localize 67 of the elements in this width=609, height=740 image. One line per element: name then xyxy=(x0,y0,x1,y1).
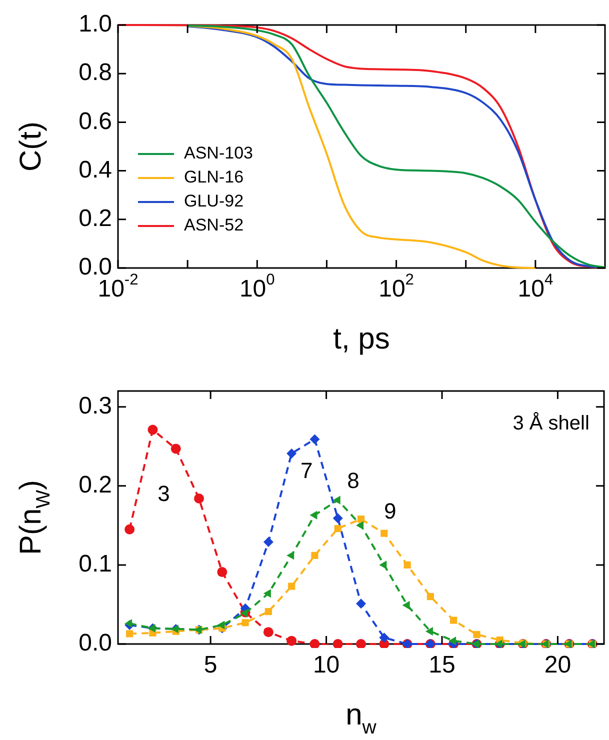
point xyxy=(288,582,296,590)
annotation: 8 xyxy=(347,468,360,494)
point xyxy=(217,567,228,578)
annotation: 3 xyxy=(158,480,170,506)
point xyxy=(310,639,320,648)
point xyxy=(450,616,458,624)
legend-label: ASN-103 xyxy=(184,144,253,163)
point xyxy=(148,424,158,435)
point xyxy=(448,636,456,646)
point xyxy=(356,521,364,530)
point xyxy=(264,608,272,616)
point xyxy=(332,639,343,648)
point xyxy=(263,537,274,548)
point xyxy=(217,620,225,630)
x-tick-label: 5 xyxy=(204,652,218,679)
y-tick-label: 0.4 xyxy=(78,156,112,184)
y-tick-label: 0.1 xyxy=(78,550,112,578)
point xyxy=(286,636,297,646)
point xyxy=(126,630,134,638)
y-tick-label: 0.6 xyxy=(78,108,112,135)
x-axis-title: t, ps xyxy=(333,322,390,356)
point xyxy=(263,589,271,598)
y-tick-label: 0.8 xyxy=(78,59,112,86)
point xyxy=(426,593,434,600)
point xyxy=(286,551,294,560)
legend-label: GLN-16 xyxy=(184,168,244,187)
point xyxy=(286,448,297,458)
point xyxy=(124,524,135,534)
point xyxy=(311,552,318,559)
y-tick-label: 0.2 xyxy=(78,205,112,232)
point xyxy=(194,494,204,504)
point xyxy=(356,598,366,609)
y-axis-title: C(t) xyxy=(14,122,48,172)
point xyxy=(357,516,365,523)
point xyxy=(240,608,248,618)
point xyxy=(379,632,390,643)
x-tick-label: 20 xyxy=(544,652,572,679)
point xyxy=(404,561,411,568)
y-axis-title: P(nW) xyxy=(14,480,54,556)
point xyxy=(472,640,480,648)
y-tick-label: 0.0 xyxy=(78,630,112,657)
annotation: 3 Å shell xyxy=(512,411,590,434)
legend-label: ASN-52 xyxy=(184,216,244,235)
point xyxy=(402,600,410,610)
point xyxy=(332,496,340,504)
legend-label: GLU-92 xyxy=(184,192,244,211)
x-tick-label: 15 xyxy=(428,652,456,679)
point xyxy=(148,624,156,633)
point xyxy=(263,627,274,638)
point xyxy=(170,444,181,454)
point xyxy=(380,530,388,537)
y-tick-label: 1.0 xyxy=(78,10,112,38)
point xyxy=(425,627,433,636)
point xyxy=(379,560,387,570)
point xyxy=(124,619,132,628)
point xyxy=(310,434,320,444)
y-tick-label: 0.2 xyxy=(78,472,112,498)
x-tick-label: 10 xyxy=(312,652,340,679)
point xyxy=(356,639,366,648)
y-tick-label: 0.3 xyxy=(78,392,112,420)
point xyxy=(334,525,342,532)
point xyxy=(310,510,318,520)
point xyxy=(242,619,249,626)
point xyxy=(332,513,343,524)
annotation: 7 xyxy=(300,458,313,484)
point xyxy=(473,630,480,638)
annotation: 9 xyxy=(384,498,396,524)
